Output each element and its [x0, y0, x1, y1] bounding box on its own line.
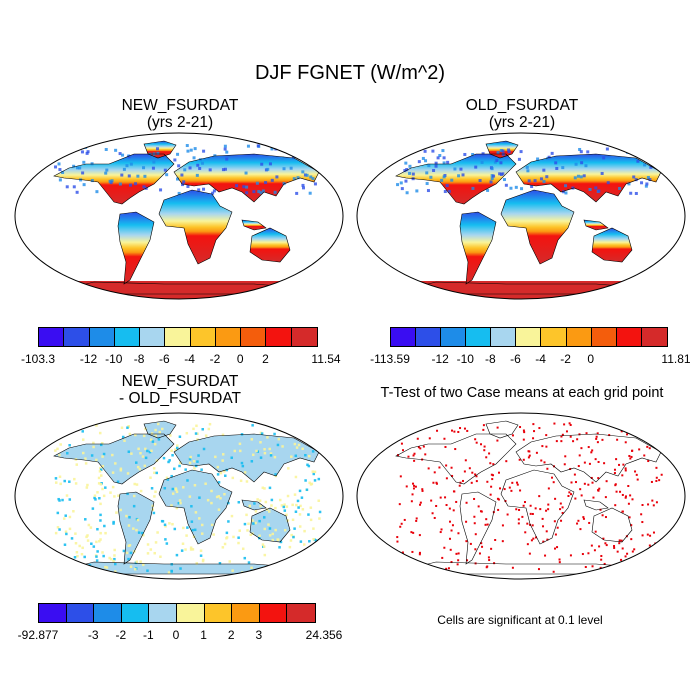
- colorbar-cell: [190, 328, 216, 346]
- colorbar-cells: [390, 327, 668, 347]
- colorbar-cell: [215, 328, 242, 346]
- significance-note: Cells are significant at 0.1 level: [437, 613, 603, 627]
- map-fill: [43, 420, 322, 575]
- map-diff: [14, 412, 344, 580]
- colorbar-cell: [591, 328, 617, 346]
- colorbar-new: -103.3 -12 -10 -8 -6 -4 -2 0 2 11.54: [21, 327, 341, 375]
- panel-old-title: OLD_FSURDAT (yrs 2-21): [352, 97, 692, 131]
- colorbar-cell: [241, 328, 267, 346]
- panel-diff-title-line2: - OLD_FSURDAT: [118, 390, 241, 407]
- map-old: [356, 132, 686, 300]
- colorbar-cells: [38, 603, 316, 623]
- colorbar-cells: [38, 327, 318, 347]
- colorbar-cell: [391, 328, 417, 346]
- panel-new-title-line2: (yrs 2-21): [146, 114, 214, 131]
- colorbar-tick-label: -103.3: [20, 352, 56, 366]
- panel-new-title: NEW_FSURDAT (yrs 2-21): [10, 97, 350, 131]
- colorbar-tick-label: -12: [431, 352, 449, 366]
- globe-outline: [356, 412, 686, 580]
- colorbar-tick-label: -4: [184, 352, 195, 366]
- colorbar-tick-label: -10: [456, 352, 474, 366]
- colorbar-cell: [39, 604, 67, 622]
- colorbar-cell: [89, 328, 115, 346]
- colorbar-tick-label: -2: [209, 352, 221, 366]
- map-fill: [357, 140, 685, 299]
- colorbar-cell: [39, 328, 65, 346]
- panel-old-title-line1: OLD_FSURDAT: [465, 97, 579, 114]
- colorbar-tick-label: -6: [159, 352, 170, 366]
- globe-outline: [356, 132, 686, 300]
- colorbar-cell: [176, 604, 205, 622]
- colorbar-tick-label: -2: [560, 352, 571, 366]
- colorbar-tick-label: -3: [87, 628, 99, 642]
- figure-title: DJF FGNET (W/m^2): [254, 62, 446, 84]
- panel-ttest-title: T-Test of two Case means at each grid po…: [380, 385, 664, 401]
- colorbar-diff: -92.877 -3 -2 -1 0 1 2 3 24.356: [18, 603, 342, 651]
- colorbar-cell: [121, 604, 150, 622]
- colorbar-tick-label: -12: [79, 352, 98, 366]
- colorbar-cell: [287, 604, 315, 622]
- colorbar-tick-label: 3: [255, 628, 263, 642]
- colorbar-cell: [149, 604, 177, 622]
- map-ttest: [356, 412, 686, 580]
- globe-outline: [14, 412, 344, 580]
- colorbar-cell: [165, 328, 191, 346]
- colorbar-tick-label: -10: [105, 352, 123, 366]
- globe-outline: [14, 132, 344, 300]
- colorbar-tick-label: 11.54: [311, 352, 341, 366]
- colorbar-tick-label: 0: [236, 352, 244, 366]
- colorbar-cell: [204, 604, 233, 622]
- colorbar-cell: [541, 328, 567, 346]
- colorbar-cell: [466, 328, 492, 346]
- colorbar-cell: [64, 328, 90, 346]
- colorbar-cell: [616, 328, 642, 346]
- colorbar-cell: [291, 328, 317, 346]
- colorbar-cell: [266, 328, 292, 346]
- colorbar-cell: [114, 328, 141, 346]
- colorbar-tick-label: 0: [172, 628, 180, 642]
- colorbar-tick-label: -8: [485, 352, 496, 366]
- colorbar-tick-label: 2: [262, 352, 269, 366]
- colorbar-tick-label: 0: [587, 352, 595, 366]
- colorbar-tick-label: 24.356: [305, 628, 343, 642]
- colorbar-tick-label: 11.81: [661, 352, 691, 366]
- colorbar-cell: [94, 604, 122, 622]
- colorbar-cell: [66, 604, 95, 622]
- colorbar-old: -113.59 -12 -10 -8 -6 -4 -2 0 11.81: [370, 327, 691, 375]
- colorbar-cell: [566, 328, 592, 346]
- colorbar-cell: [259, 604, 288, 622]
- colorbar-tick-label: -113.59: [370, 352, 410, 366]
- panel-old-title-line2: (yrs 2-21): [488, 114, 556, 131]
- colorbar-tick-label: 1: [200, 628, 207, 642]
- panel-diff-title-line1: NEW_FSURDAT: [121, 373, 239, 390]
- colorbar-cell: [140, 328, 166, 346]
- colorbar-tick-label: -2: [115, 628, 127, 642]
- map-new: [14, 132, 344, 300]
- colorbar-tick-label: 2: [227, 628, 235, 642]
- colorbar-tick-label: -4: [535, 352, 546, 366]
- colorbar-cell: [641, 328, 667, 346]
- colorbar-cell: [441, 328, 467, 346]
- colorbar-cell: [232, 604, 260, 622]
- colorbar-tick-label: -8: [133, 352, 145, 366]
- map-fill: [15, 140, 343, 299]
- panel-diff-title: NEW_FSURDAT - OLD_FSURDAT: [10, 373, 350, 407]
- colorbar-cell: [416, 328, 442, 346]
- colorbar-tick-label: -6: [510, 352, 521, 366]
- colorbar-cell: [516, 328, 542, 346]
- panel-new-title-line1: NEW_FSURDAT: [121, 97, 239, 114]
- colorbar-cell: [491, 328, 517, 346]
- colorbar-tick-label: -92.877: [17, 628, 59, 642]
- colorbar-tick-label: -1: [143, 628, 154, 642]
- map-fill: [385, 420, 663, 575]
